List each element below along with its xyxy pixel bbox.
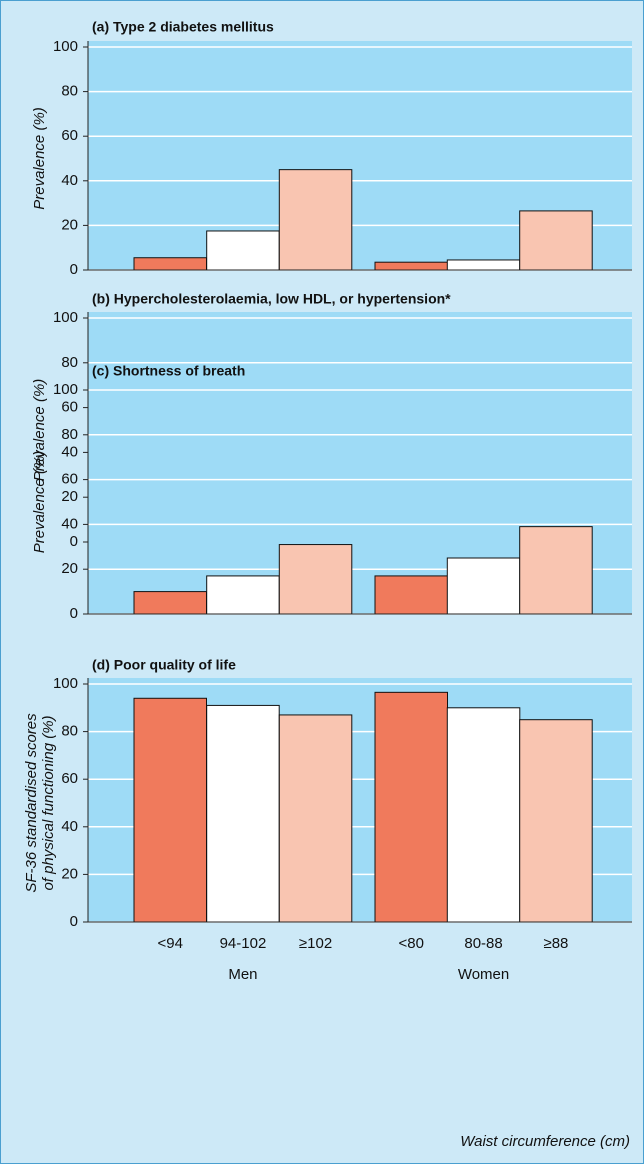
bar — [278, 169, 353, 271]
y-tick-label: 0 — [70, 533, 78, 550]
y-tick-label: 100 — [53, 38, 78, 55]
y-axis-label: Prevalence (%) — [31, 107, 48, 210]
bar — [374, 691, 448, 923]
bar — [206, 704, 280, 923]
bar — [133, 257, 207, 271]
x-tick-label: <94 — [158, 935, 183, 952]
y-tick-label: 20 — [61, 865, 78, 882]
bar — [446, 557, 521, 615]
y-tick-label: 80 — [61, 83, 78, 100]
y-tick-label: 0 — [70, 261, 78, 278]
y-axis-label-line: Prevalence (%) — [31, 107, 48, 210]
y-tick-label: 0 — [70, 913, 78, 930]
x-axis-label: Waist circumference (cm) — [460, 1133, 630, 1150]
y-tick-label: 60 — [61, 770, 78, 787]
y-axis-label-line: of physical functioning (%) — [40, 715, 57, 890]
bar — [278, 544, 353, 615]
bar — [446, 707, 521, 923]
group-label: Men — [228, 966, 257, 983]
y-tick-label: 40 — [61, 515, 78, 532]
y-tick-label: 60 — [61, 127, 78, 144]
y-tick-label: 100 — [53, 381, 78, 398]
y-tick-label: 60 — [61, 471, 78, 488]
y-tick-label: 40 — [61, 172, 78, 189]
x-tick-label: <80 — [399, 935, 424, 952]
y-tick-label: 80 — [61, 723, 78, 740]
bar — [374, 261, 448, 271]
y-tick-label: 40 — [61, 443, 78, 460]
panel-title: (b) Hypercholesterolaemia, low HDL, or h… — [92, 291, 451, 307]
y-axis-label-line: Prevalence (%) — [31, 451, 48, 554]
y-tick-label: 20 — [61, 216, 78, 233]
y-axis-label: SF-36 standardised scoresof physical fun… — [23, 713, 57, 893]
bar — [206, 230, 280, 271]
group-label: Women — [458, 966, 509, 983]
panel-title: (a) Type 2 diabetes mellitus — [92, 19, 274, 35]
bar — [278, 714, 353, 923]
bar — [446, 259, 521, 271]
bar — [206, 575, 280, 615]
y-axis-label: Prevalence (%) — [31, 451, 48, 554]
y-tick-label: 100 — [53, 675, 78, 692]
bar — [133, 697, 207, 923]
panel-title: (d) Poor quality of life — [92, 657, 236, 673]
y-tick-label: 0 — [70, 605, 78, 622]
y-axis-label-line: SF-36 standardised scores — [23, 713, 40, 893]
x-tick-label: 94-102 — [220, 935, 267, 952]
y-tick-label: 20 — [61, 560, 78, 577]
y-axis-label: Prevalence (%) — [31, 379, 48, 482]
y-tick-label: 20 — [61, 488, 78, 505]
x-tick-label: 80-88 — [464, 935, 502, 952]
y-tick-label: 100 — [53, 309, 78, 326]
x-tick-label: ≥102 — [299, 935, 332, 952]
bar — [519, 526, 593, 615]
bar — [374, 575, 448, 615]
panel-title: (c) Shortness of breath — [92, 363, 245, 379]
x-tick-label: ≥88 — [543, 935, 568, 952]
bar — [519, 210, 593, 271]
y-axis-label-line: Prevalence (%) — [31, 379, 48, 482]
y-tick-label: 60 — [61, 399, 78, 416]
y-tick-label: 80 — [61, 426, 78, 443]
bar — [519, 719, 593, 923]
y-tick-label: 40 — [61, 818, 78, 835]
bar — [133, 591, 207, 615]
y-tick-label: 80 — [61, 354, 78, 371]
